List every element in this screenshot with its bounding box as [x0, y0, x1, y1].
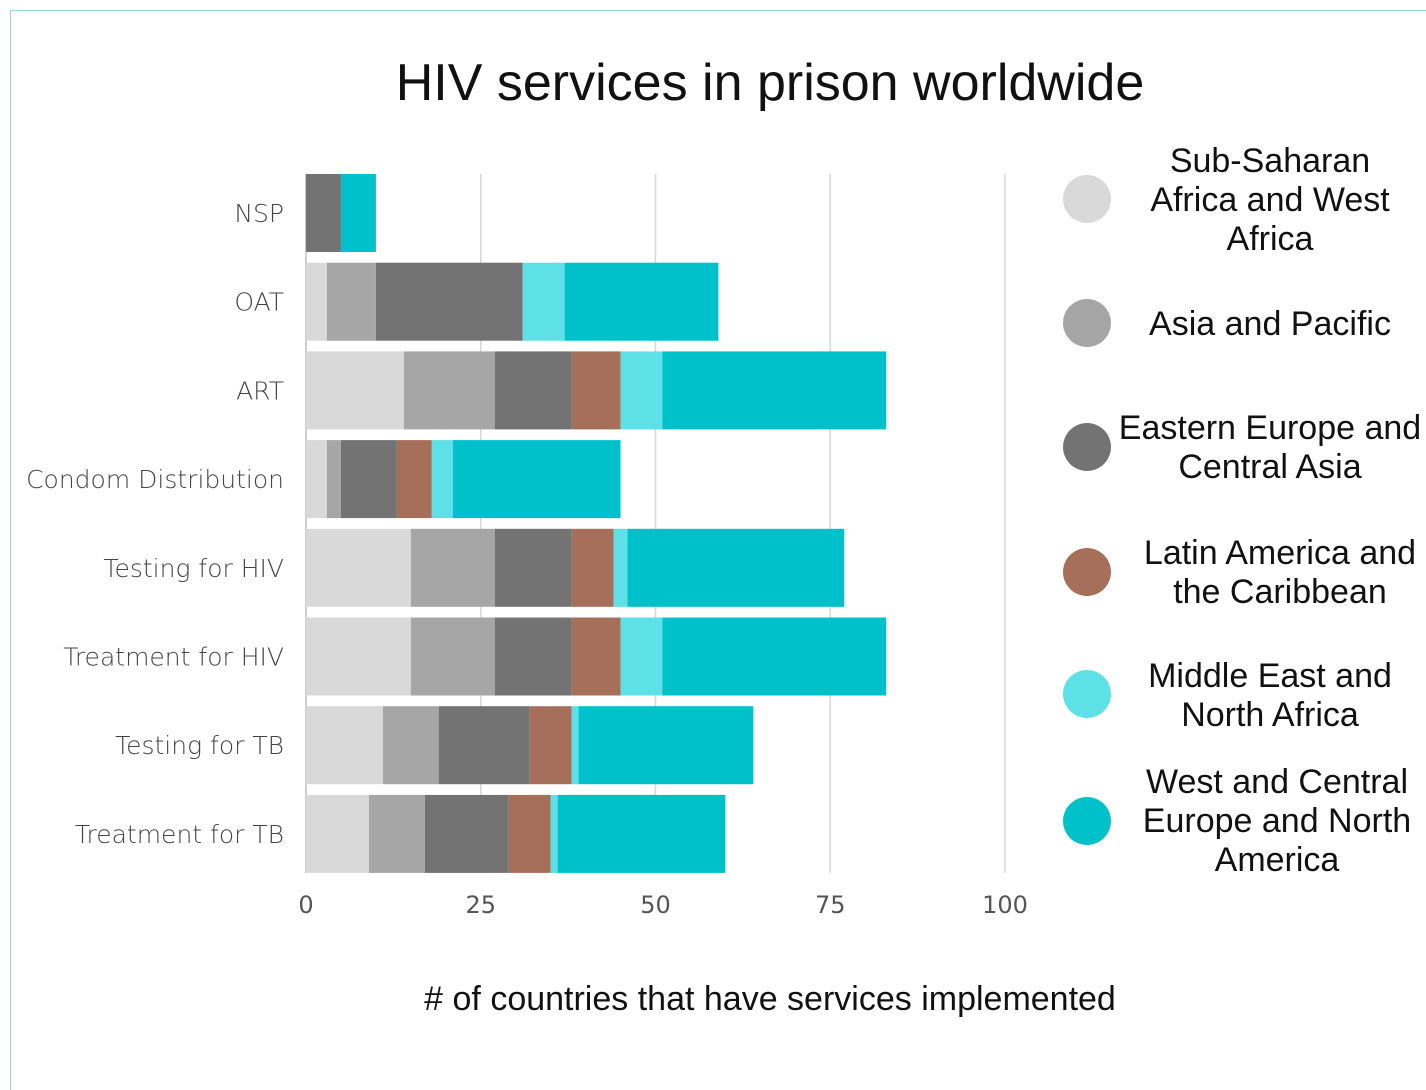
bar-segment — [306, 617, 411, 696]
bar-segment — [410, 528, 495, 607]
x-tick-label: 0 — [298, 891, 313, 919]
bar-segment — [613, 528, 628, 607]
category-label: Treatment for TB — [75, 820, 284, 849]
bars — [306, 174, 887, 873]
bar-segment — [452, 440, 621, 519]
legend-label: Eastern Europe and Central Asia — [1119, 409, 1421, 486]
bar-segment — [306, 794, 369, 873]
bar-segment — [431, 440, 453, 519]
category-label: Condom Distribution — [26, 465, 284, 494]
bar-segment — [340, 440, 397, 519]
legend-swatch — [1063, 797, 1111, 845]
bar-segment — [326, 262, 376, 341]
bar-segment — [550, 794, 558, 873]
bar-segment — [368, 794, 425, 873]
category-label: Testing for HIV — [103, 554, 284, 583]
bar-segment — [571, 706, 579, 785]
category-labels: NSP OAT ART Condom Distribution Testing for … — [26, 199, 284, 849]
bar-segment — [571, 351, 621, 430]
bar-segment — [571, 528, 614, 607]
chart-title: HIV services in prison worldwide — [396, 54, 1145, 112]
legend-swatch — [1063, 670, 1111, 718]
x-axis-label: # of countries that have services implem… — [424, 980, 1116, 1018]
x-tick-label: 100 — [982, 891, 1028, 919]
bar-segment — [494, 351, 572, 430]
legend: Sub-Saharan Africa and West Africa Asia and… — [1063, 142, 1421, 879]
category-label: NSP — [234, 199, 284, 228]
legend-label: Latin America and the Caribbean — [1144, 534, 1416, 611]
bar-segment — [375, 262, 523, 341]
category-label: Testing for TB — [115, 731, 284, 760]
category-label: ART — [236, 376, 284, 405]
bar-segment — [564, 262, 719, 341]
bar-segment — [529, 706, 572, 785]
bar-segment — [620, 617, 663, 696]
bar-segment — [620, 351, 663, 430]
bar-segment — [662, 617, 887, 696]
bar-segment — [494, 617, 572, 696]
bar-segment — [410, 617, 495, 696]
legend-swatch — [1063, 175, 1111, 223]
bar-segment — [306, 262, 327, 341]
x-tick-label: 75 — [815, 891, 846, 919]
category-label: OAT — [234, 288, 284, 317]
legend-swatch — [1063, 548, 1111, 596]
bar-segment — [522, 262, 565, 341]
bar-segment — [438, 706, 530, 785]
bar-segment — [306, 440, 327, 519]
x-tick-labels: 0 25 50 75 100 — [298, 891, 1028, 919]
bar-segment — [382, 706, 439, 785]
x-tick-label: 25 — [465, 891, 496, 919]
bar-segment — [508, 794, 551, 873]
bar-segment — [306, 351, 404, 430]
bar-segment — [396, 440, 432, 519]
bar-segment — [662, 351, 887, 430]
category-label: Treatment for HIV — [63, 643, 284, 672]
chart-frame — [10, 10, 1426, 1090]
legend-label: Sub-Saharan Africa and West Africa — [1150, 142, 1390, 258]
bar-segment — [306, 706, 383, 785]
legend-swatch — [1063, 423, 1111, 471]
bar-segment — [424, 794, 509, 873]
bar-segment — [306, 528, 411, 607]
legend-label: Middle East and North Africa — [1148, 657, 1392, 734]
bar-segment — [571, 617, 621, 696]
legend-label: West and Central Europe and North America — [1143, 763, 1411, 879]
bar-segment — [578, 706, 754, 785]
bar-segment — [494, 528, 572, 607]
bar-segment — [557, 794, 726, 873]
legend-label: Asia and Pacific — [1149, 305, 1391, 343]
bar-segment — [326, 440, 341, 519]
legend-swatch — [1063, 299, 1111, 347]
bar-segment — [627, 528, 845, 607]
bar-segment — [306, 174, 341, 252]
x-tick-label: 50 — [640, 891, 671, 919]
bar-segment — [340, 174, 376, 252]
bar-segment — [403, 351, 495, 430]
